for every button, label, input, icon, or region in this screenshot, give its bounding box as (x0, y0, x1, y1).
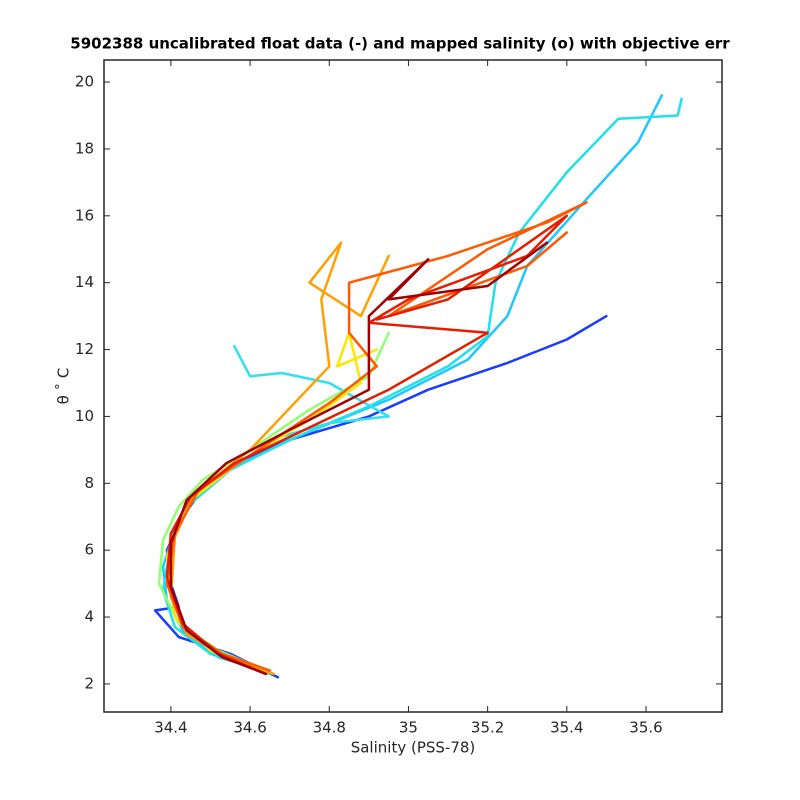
y-tick-label: 20 (75, 73, 94, 91)
y-axis-label: θ ˚ C (55, 368, 73, 405)
x-tick-label: 34.6 (233, 719, 266, 737)
y-tick-label: 18 (75, 139, 94, 157)
x-tick-label: 34.4 (154, 719, 187, 737)
x-tick-label: 35 (399, 719, 418, 737)
series-line (165, 201, 588, 672)
y-tick-label: 12 (75, 340, 94, 358)
series-line (153, 314, 608, 679)
y-tick-label: 4 (84, 608, 94, 626)
series-line (169, 241, 549, 676)
x-tick-label: 35.6 (629, 719, 662, 737)
series-line (165, 214, 569, 676)
y-tick-label: 2 (84, 674, 94, 692)
axes-frame (103, 59, 723, 713)
series-line (169, 241, 390, 676)
series-line (161, 97, 683, 676)
x-tick-label: 35.2 (471, 719, 504, 737)
y-tick-label: 16 (75, 206, 94, 224)
y-tick-label: 6 (84, 541, 94, 559)
chart-title: 5902388 uncalibrated float data (-) and … (70, 35, 730, 53)
plot-area (153, 94, 683, 679)
x-tick-label: 35.4 (550, 719, 583, 737)
y-tick-label: 14 (75, 273, 94, 291)
y-tick-label: 10 (75, 407, 94, 425)
series-line (165, 331, 379, 672)
x-tick-label: 34.8 (313, 719, 346, 737)
y-tick-label: 8 (84, 474, 94, 492)
x-axis-label: Salinity (PSS-78) (351, 739, 476, 757)
series-line (233, 344, 390, 442)
